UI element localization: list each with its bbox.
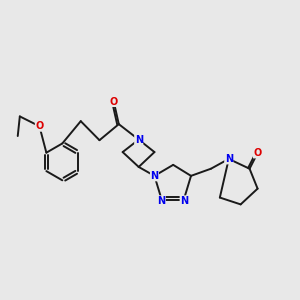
Text: N: N — [150, 171, 158, 181]
Text: N: N — [225, 154, 233, 164]
Text: N: N — [180, 196, 188, 206]
Text: O: O — [35, 121, 44, 131]
Text: N: N — [135, 135, 143, 145]
Text: O: O — [110, 97, 118, 106]
Text: N: N — [157, 196, 165, 206]
Text: O: O — [254, 148, 262, 158]
